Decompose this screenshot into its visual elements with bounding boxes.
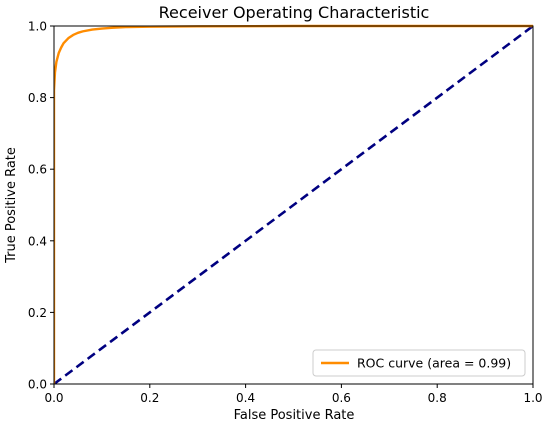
plot-area — [53, 24, 534, 385]
y-tick-label: 0.8 — [28, 91, 47, 105]
chance-diagonal-line — [54, 24, 533, 384]
x-tick-label: 0.2 — [140, 391, 159, 405]
y-tick-label: 0.2 — [28, 306, 47, 320]
legend-label: ROC curve (area = 0.99) — [357, 356, 511, 371]
legend-box — [312, 349, 526, 377]
y-tick-label: 0.6 — [28, 163, 47, 177]
y-tick-label: 0.0 — [28, 378, 47, 392]
y-tick-label: 1.0 — [28, 20, 47, 34]
x-tick-label: 1.0 — [523, 391, 542, 405]
chart-title: Receiver Operating Characteristic — [159, 3, 430, 22]
x-axis-label: False Positive Rate — [234, 408, 355, 423]
x-tick-label: 0.0 — [44, 391, 63, 405]
x-axis: 0.0 0.2 0.4 0.6 0.8 1.0 — [44, 384, 543, 405]
x-tick-label: 0.6 — [332, 391, 351, 405]
legend: ROC curve (area = 0.99) — [312, 349, 526, 377]
x-tick-label: 0.8 — [428, 391, 447, 405]
y-axis-label: True Positive Rate — [4, 147, 19, 264]
plot-frame — [53, 25, 534, 385]
y-tick-label: 0.4 — [28, 234, 47, 248]
y-axis: 0.0 0.2 0.4 0.6 0.8 1.0 — [28, 20, 54, 392]
x-tick-label: 0.4 — [236, 391, 255, 405]
